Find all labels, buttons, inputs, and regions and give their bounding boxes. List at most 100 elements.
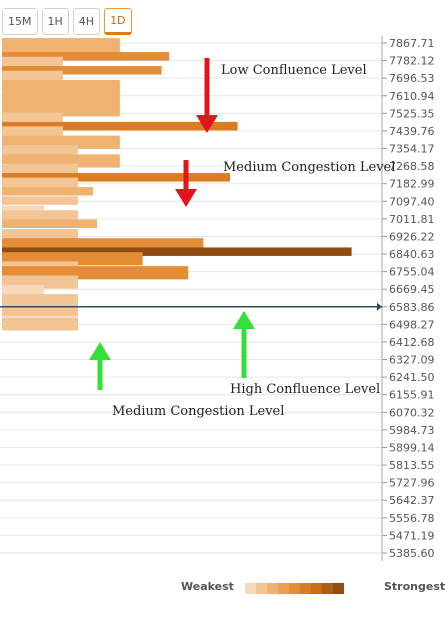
confluence-bar: [2, 84, 120, 94]
y-tick-label: 7268.58: [389, 160, 435, 173]
confluence-bar: [2, 103, 120, 112]
confluence-bar: [2, 135, 120, 145]
low-confluence-label: Low Confluence Level: [221, 63, 367, 78]
confluence-bar: [2, 308, 78, 317]
confluence-bar: [2, 149, 78, 159]
confluence-bar: [2, 294, 78, 303]
confluence-bar: [2, 280, 78, 289]
y-tick-label: 5385.60: [389, 547, 435, 560]
confluence-bar: [2, 70, 63, 80]
y-tick-label: 5984.73: [389, 424, 435, 437]
confluence-bar: [2, 38, 120, 47]
legend-swatch: [300, 583, 311, 594]
legend-swatch: [256, 583, 267, 594]
y-tick-label: 7867.71: [389, 37, 435, 50]
confluence-bar: [2, 252, 143, 261]
confluence-bar: [2, 270, 189, 280]
y-tick-label: 6926.22: [389, 230, 435, 243]
confluence-bar: [2, 107, 120, 117]
confluence-bar: [2, 112, 63, 121]
confluence-bar: [2, 154, 120, 163]
y-tick-label: 6669.45: [389, 283, 435, 296]
legend-swatch: [289, 583, 300, 594]
high-confluence-label: High Confluence Level: [230, 382, 380, 397]
y-tick-label: 7696.53: [389, 72, 435, 85]
y-tick-label: 6327.09: [389, 354, 435, 367]
tab-1h[interactable]: 1H: [41, 8, 69, 35]
confluence-bar: [2, 303, 78, 312]
tab-4h[interactable]: 4H: [72, 8, 101, 35]
confluence-bar: [2, 98, 120, 107]
confluence-bar: [2, 196, 78, 205]
legend-swatch: [267, 583, 278, 594]
medium-congestion-top-label: Medium Congestion Level: [223, 160, 395, 175]
medium-congestion-bottom-label: Medium Congestion Level: [112, 404, 284, 419]
confluence-bar: [2, 275, 78, 284]
y-tick-label: 5642.37: [389, 494, 435, 507]
confluence-bar: [2, 42, 120, 52]
strength-legend: Weakest Strongest: [0, 574, 445, 600]
y-tick-label: 5899.14: [389, 441, 435, 454]
confluence-bar: [2, 145, 78, 154]
confluence-bar: [2, 52, 170, 61]
legend-swatch: [278, 583, 289, 594]
confluence-bar: [2, 66, 162, 75]
tab-15m[interactable]: 15M: [2, 8, 38, 35]
high-confluence-arrow-head: [233, 311, 255, 329]
legend-weakest-label: Weakest: [181, 580, 234, 593]
y-tick-label: 6155.91: [389, 389, 435, 402]
legend-swatch: [245, 583, 256, 594]
confluence-bar: [2, 79, 120, 89]
confluence-bar: [2, 121, 238, 131]
confluence-bar: [2, 93, 120, 103]
y-tick-label: 7610.94: [389, 90, 435, 103]
confluence-bar: [2, 219, 97, 229]
confluence-bar: [2, 298, 78, 308]
confluence-bar: [2, 89, 120, 98]
y-tick-label: 6755.04: [389, 266, 435, 279]
y-tick-label: 5556.78: [389, 512, 435, 525]
y-tick-label: 6070.32: [389, 406, 435, 419]
tab-1d[interactable]: 1D: [104, 8, 132, 35]
y-tick-label: 7525.35: [389, 107, 435, 120]
confluence-bar: [2, 228, 78, 238]
confluence-bar: [2, 140, 120, 149]
confluence-chart: 7867.71 7782.12 7696.53 7610.94 7525.35 7439.…: [0, 36, 435, 561]
timeframe-tabs: 15M 1H 4H 1D: [2, 8, 132, 35]
y-tick-label: 5813.55: [389, 459, 435, 472]
confluence-bar: [2, 75, 63, 84]
y-tick-label: 6840.63: [389, 248, 435, 261]
y-tick-label: 7097.40: [389, 195, 435, 208]
y-tick-label: 7182.99: [389, 178, 435, 191]
confluence-bar: [2, 266, 189, 275]
confluence-bar: [2, 247, 352, 256]
legend-color-scale: [245, 583, 344, 594]
legend-swatch: [322, 583, 333, 594]
y-tick-label: 7354.17: [389, 143, 435, 156]
low-confluence-arrow-head: [196, 115, 218, 133]
confluence-bar: [2, 56, 63, 66]
confluence-bar: [2, 238, 204, 247]
confluence-bar: [2, 233, 78, 242]
confluence-bar: [2, 317, 78, 326]
confluence-bar: [2, 168, 78, 177]
confluence-bar: [2, 214, 78, 224]
confluence-bar: [2, 322, 78, 331]
support-congestion-arrow-head: [89, 342, 111, 360]
confluence-bar: [2, 47, 120, 56]
y-tick-label: 6241.50: [389, 371, 435, 384]
legend-strongest-label: Strongest: [384, 580, 445, 593]
confluence-bar: [2, 159, 120, 168]
confluence-bar: [2, 131, 63, 140]
confluence-bar: [2, 284, 44, 294]
y-tick-label: 7011.81: [389, 213, 435, 226]
y-tick-label: 5727.96: [389, 477, 435, 490]
confluence-bar: [2, 242, 204, 252]
confluence-bar: [2, 173, 230, 182]
confluence-bar: [2, 177, 78, 187]
y-tick-label: 7782.12: [389, 55, 435, 68]
confluence-bar: [2, 182, 78, 191]
confluence-bar: [2, 289, 44, 298]
y-tick-label: 5471.19: [389, 529, 435, 542]
medium-congestion-arrow-head: [175, 189, 197, 207]
